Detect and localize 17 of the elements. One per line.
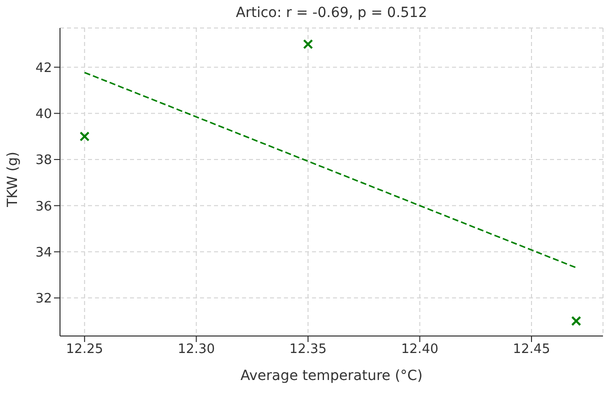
y-tick-label: 40 [35,106,52,122]
point [80,131,90,142]
x-tick-label: 12.25 [66,342,104,358]
x-tick-label: 12.45 [512,342,550,358]
y-tick-label: 34 [35,245,52,260]
y-tick-label: 42 [35,60,52,76]
x-tick-label: 12.30 [178,342,215,358]
chart-title: Artico: r = -0.69, p = 0.512 [234,5,428,21]
point [571,316,582,326]
y-tick-label: 32 [35,292,52,307]
x-tick-label: 12.40 [401,342,438,358]
x-axis-title: Average temperature (°C) [240,368,423,384]
x-tick-label: 12.35 [289,342,327,358]
y-tick-label: 38 [35,153,52,168]
point [303,39,314,50]
y-axis-title: TKW (g) [4,152,21,208]
y-tick-label: 36 [35,199,52,214]
